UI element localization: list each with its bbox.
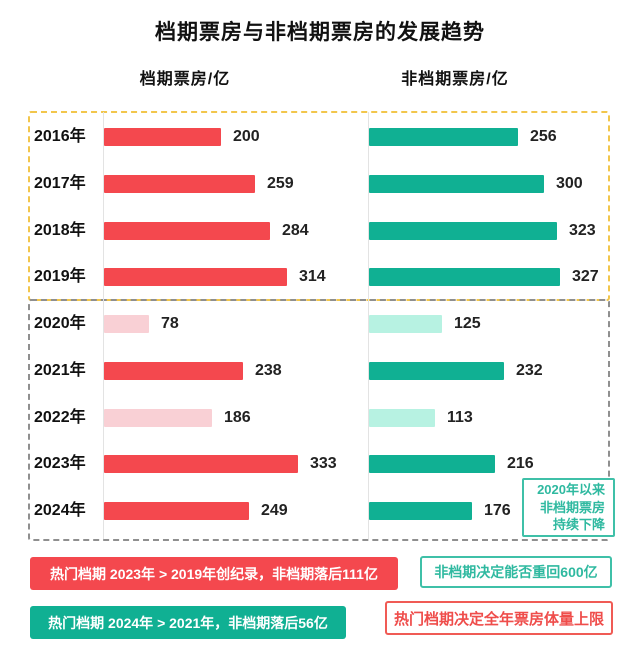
- column-header-nonscheduled: 非档期票房/亿: [401, 71, 509, 88]
- year-label: 2016年: [34, 128, 86, 145]
- bar-value: 176: [484, 502, 511, 519]
- annotation-record-2023: 热门档期 2023年 > 2019年创纪录，非档期落后111亿: [30, 557, 398, 590]
- bar-value: 200: [233, 128, 260, 145]
- callout-line: 非档期票房: [539, 499, 605, 515]
- bar-value: 125: [454, 315, 481, 332]
- bar-row: 232: [369, 358, 543, 384]
- bar-row: 284: [104, 218, 309, 244]
- bar-row: 300: [369, 171, 583, 197]
- bar-value: 216: [507, 455, 534, 473]
- bar: [369, 221, 557, 240]
- bar-value: 256: [530, 128, 557, 145]
- annotation-return-600: 非档期决定能否重回600亿: [420, 556, 612, 588]
- year-label: 2020年: [34, 315, 86, 332]
- left-chart-axis: [103, 112, 104, 539]
- bar-row: 259: [104, 171, 294, 197]
- year-label: 2017年: [34, 174, 86, 192]
- callout-nonsched-decline: 2020年以来 非档期票房 持续下降: [522, 478, 615, 537]
- bar-row: 176: [369, 498, 511, 524]
- bar-value: 259: [267, 174, 294, 192]
- bar: [369, 361, 504, 380]
- annotation-ceiling: 热门档期决定全年票房体量上限: [385, 601, 613, 635]
- callout-line: 2020年以来: [537, 482, 605, 498]
- bar: [369, 408, 435, 427]
- year-label: 2024年: [34, 502, 86, 519]
- bar: [104, 502, 249, 520]
- column-header-scheduled: 档期票房/亿: [139, 71, 231, 88]
- bar-row: 327: [369, 264, 599, 290]
- bar: [104, 174, 255, 193]
- bar-value: 113: [447, 408, 473, 426]
- bar: [104, 221, 270, 240]
- bar: [104, 128, 221, 146]
- bar: [104, 361, 243, 380]
- bar-row: 333: [104, 451, 337, 477]
- bar: [369, 128, 518, 146]
- year-label: 2019年: [34, 268, 86, 286]
- bar-value: 284: [282, 221, 309, 239]
- bar-row: 314: [104, 264, 326, 290]
- bar: [369, 502, 472, 520]
- page-title: 档期票房与非档期票房的发展趋势: [155, 21, 485, 44]
- year-label: 2021年: [34, 361, 86, 379]
- group-box-2020-2024: [28, 299, 610, 541]
- bar-row: 256: [369, 124, 557, 150]
- year-label: 2022年: [34, 408, 86, 426]
- bar-row: 125: [369, 311, 481, 337]
- year-label: 2018年: [34, 221, 86, 239]
- bar-value: 314: [299, 268, 326, 286]
- bar-row: 249: [104, 498, 288, 524]
- bar: [369, 315, 442, 333]
- bar-value: 238: [255, 361, 282, 379]
- bar-row: 200: [104, 124, 260, 150]
- bar: [104, 455, 298, 474]
- bar-value: 186: [224, 408, 251, 426]
- bar: [369, 174, 544, 193]
- bar: [104, 315, 149, 333]
- bar-row: 323: [369, 218, 596, 244]
- bar-value: 300: [556, 174, 583, 192]
- annotation-compare-2024: 热门档期 2024年 > 2021年，非档期落后56亿: [30, 606, 346, 639]
- callout-line: 持续下降: [552, 517, 605, 533]
- bar: [369, 268, 560, 287]
- bar-value: 249: [261, 502, 288, 519]
- bar-row: 238: [104, 358, 282, 384]
- bar-value: 78: [161, 315, 179, 332]
- bar-row: 216: [369, 451, 534, 477]
- bar-row: 113: [369, 405, 473, 431]
- bar-value: 232: [516, 361, 543, 379]
- right-chart-axis: [368, 112, 369, 539]
- bar-value: 333: [310, 455, 337, 473]
- bar-row: 186: [104, 405, 251, 431]
- bar: [104, 408, 212, 427]
- year-label: 2023年: [34, 455, 86, 473]
- bar: [104, 268, 287, 287]
- bar-value: 327: [572, 268, 599, 286]
- bar-row: 78: [104, 311, 179, 337]
- bar: [369, 455, 495, 474]
- bar-value: 323: [569, 221, 596, 239]
